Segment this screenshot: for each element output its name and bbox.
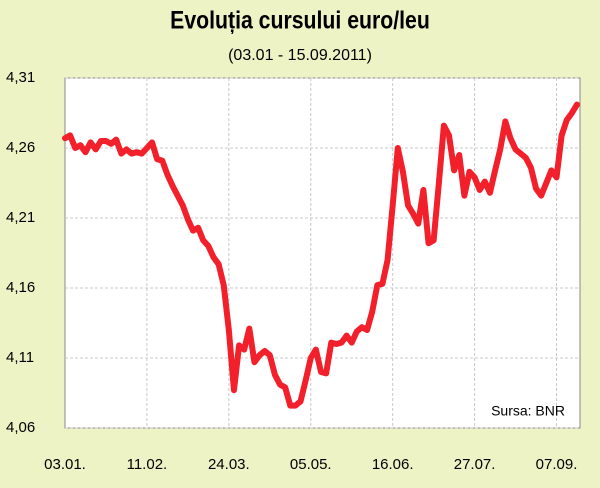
chart-title: Evoluția cursului euro/leu xyxy=(170,6,430,35)
data-line xyxy=(62,101,580,409)
x-tick-label: 24.03. xyxy=(208,456,250,473)
x-tick-label: 03.01. xyxy=(44,456,86,473)
y-tick-label: 4,21 xyxy=(6,209,35,226)
x-tick-label: 27.07. xyxy=(454,456,496,473)
x-tick-label: 11.02. xyxy=(127,456,168,473)
y-tick-label: 4,31 xyxy=(6,69,35,86)
x-tick-label: 16.06. xyxy=(372,456,414,473)
y-tick-label: 4,26 xyxy=(6,139,35,156)
chart-subtitle: (03.01 - 15.09.2011) xyxy=(228,47,372,64)
x-tick-label: 07.09. xyxy=(536,456,578,473)
source-note: Sursa: BNR xyxy=(491,403,565,419)
y-tick-label: 4,11 xyxy=(6,349,34,366)
y-tick-label: 4,06 xyxy=(6,419,35,436)
x-tick-label: 05.05. xyxy=(290,456,332,473)
y-tick-label: 4,16 xyxy=(6,279,35,296)
